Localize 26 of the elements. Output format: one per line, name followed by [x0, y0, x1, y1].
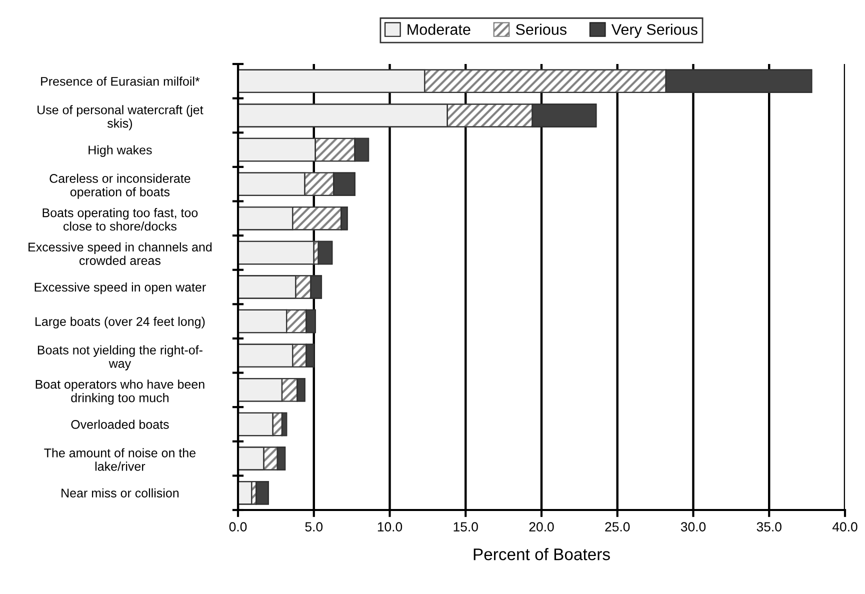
y-tick-label: Boats not yielding the right-of- way [38, 345, 202, 370]
y-tick-label: Careless or inconsiderate operation of boats [50, 174, 190, 199]
y-tick-label: Use of personal watercraft (jet skis) [38, 105, 204, 130]
x-tick-label: 0.0 [229, 522, 247, 532]
y-tick-label: Excessive speed in open water [34, 282, 206, 294]
x-tick-label: 20.0 [529, 522, 554, 532]
x-tick-label: 15.0 [454, 522, 478, 532]
legend-label: Moderate [408, 24, 470, 35]
y-tick-label: Excessive speed in channels and crowded areas [28, 242, 212, 265]
x-tick-label: 25.0 [605, 522, 630, 532]
y-tick-label: Overloaded boats [71, 420, 169, 429]
x-axis-title: Percent of Boaters [474, 548, 610, 560]
y-tick-label: Near miss or collision [62, 488, 179, 498]
x-tick-label: 5.0 [305, 522, 323, 532]
y-tick-label: High wakes [88, 145, 152, 157]
y-tick-label: Large boats (over 24 feet long) [36, 316, 205, 328]
y-tick-label: Boat operators who have been drinking too much [36, 380, 204, 405]
x-tick-label: 10.0 [378, 522, 402, 532]
y-tick-label: Boats operating too fast, too close to shore/docks [42, 208, 198, 231]
x-tick-label: 30.0 [680, 522, 706, 532]
legend-label: Serious [516, 24, 567, 35]
y-tick-label: Presence of Eurasian milfoil* [41, 76, 200, 86]
legend-label: Very Serious [611, 24, 698, 38]
y-tick-label: The amount of noise on the lake/river [44, 448, 196, 471]
x-tick-label: 35.0 [756, 522, 782, 532]
x-tick-label: 40.0 [832, 522, 858, 532]
